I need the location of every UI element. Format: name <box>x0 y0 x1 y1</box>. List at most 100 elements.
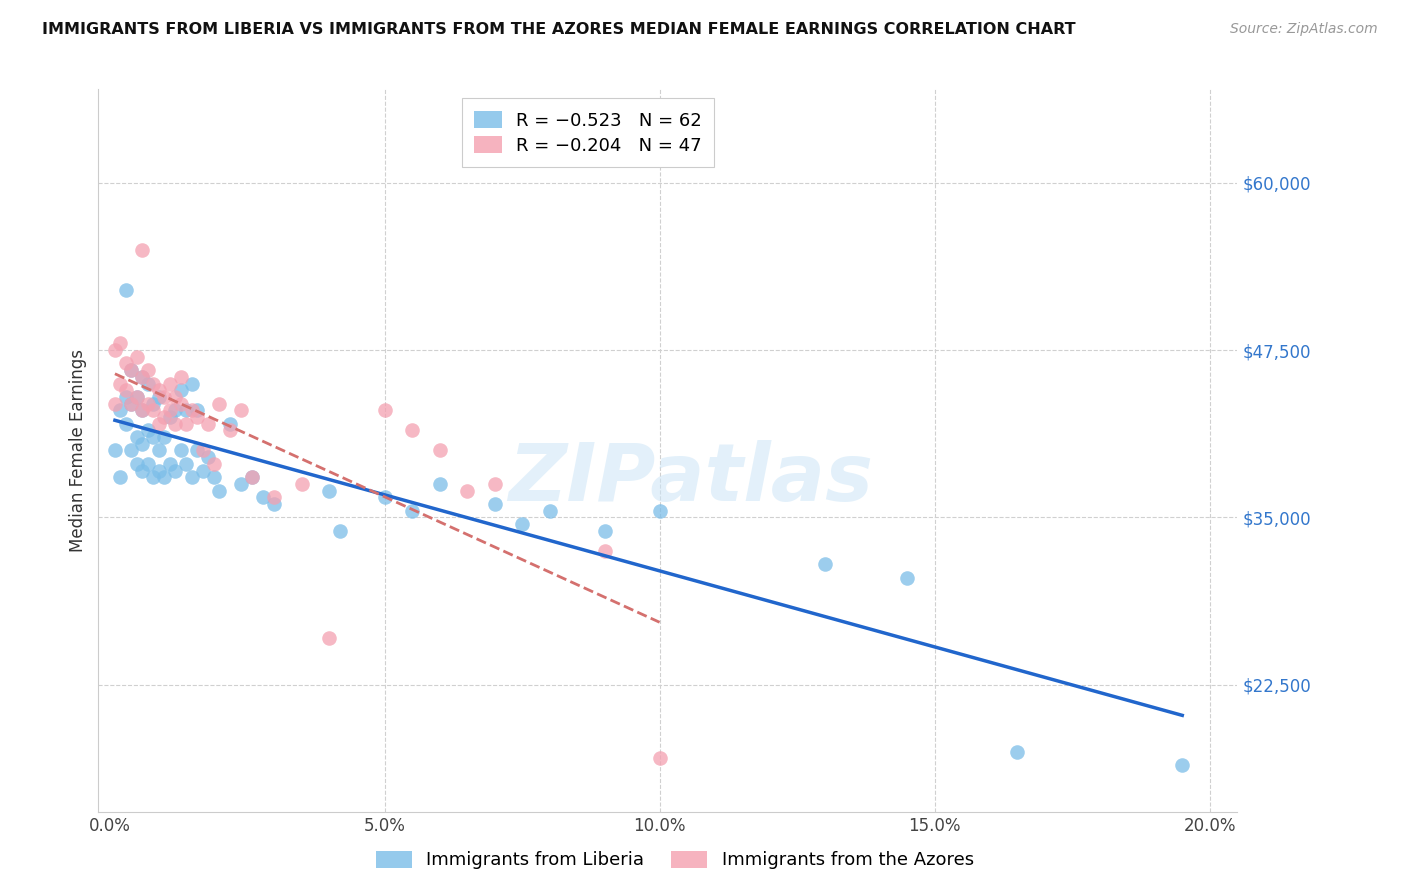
Point <box>593 524 616 538</box>
Point <box>110 376 132 391</box>
Point <box>291 476 314 491</box>
Point <box>593 544 616 558</box>
Point <box>153 410 176 425</box>
Point <box>197 450 219 464</box>
Point <box>1005 744 1028 758</box>
Point <box>142 403 165 417</box>
Point <box>136 424 159 438</box>
Point <box>104 396 127 410</box>
Point <box>429 476 451 491</box>
Point <box>429 443 451 458</box>
Point <box>170 384 193 398</box>
Point <box>202 457 225 471</box>
Point <box>125 350 148 364</box>
Point <box>510 516 533 531</box>
Text: IMMIGRANTS FROM LIBERIA VS IMMIGRANTS FROM THE AZORES MEDIAN FEMALE EARNINGS COR: IMMIGRANTS FROM LIBERIA VS IMMIGRANTS FR… <box>42 22 1076 37</box>
Point <box>120 396 142 410</box>
Point <box>148 443 170 458</box>
Point <box>242 470 264 484</box>
Point <box>401 503 423 517</box>
Point <box>165 417 187 431</box>
Point <box>131 464 153 478</box>
Point <box>648 751 671 765</box>
Point <box>131 369 153 384</box>
Point <box>814 557 837 572</box>
Point <box>136 376 159 391</box>
Point <box>896 571 918 585</box>
Point <box>148 464 170 478</box>
Point <box>186 410 208 425</box>
Point <box>115 384 138 398</box>
Point <box>197 417 219 431</box>
Point <box>181 403 204 417</box>
Point <box>131 243 153 257</box>
Point <box>263 490 285 504</box>
Point <box>110 470 132 484</box>
Point <box>181 470 204 484</box>
Point <box>115 283 138 297</box>
Point <box>170 396 193 410</box>
Point <box>176 417 198 431</box>
Point <box>242 470 264 484</box>
Point <box>538 503 561 517</box>
Point <box>131 436 153 450</box>
Point <box>165 403 187 417</box>
Point <box>148 384 170 398</box>
Point <box>456 483 478 498</box>
Point <box>318 483 340 498</box>
Text: Source: ZipAtlas.com: Source: ZipAtlas.com <box>1230 22 1378 37</box>
Point <box>484 497 506 511</box>
Point <box>176 403 198 417</box>
Point <box>170 369 193 384</box>
Point <box>104 443 127 458</box>
Point <box>142 376 165 391</box>
Point <box>648 503 671 517</box>
Point <box>159 410 181 425</box>
Point <box>136 363 159 377</box>
Point <box>131 369 153 384</box>
Point <box>202 470 225 484</box>
Point <box>219 417 242 431</box>
Point <box>191 464 214 478</box>
Point <box>125 390 148 404</box>
Point <box>120 443 142 458</box>
Point <box>110 336 132 351</box>
Point <box>191 443 214 458</box>
Point <box>484 476 506 491</box>
Point <box>208 483 231 498</box>
Point <box>165 464 187 478</box>
Point <box>115 417 138 431</box>
Point <box>142 430 165 444</box>
Point <box>125 430 148 444</box>
Point <box>136 396 159 410</box>
Point <box>153 390 176 404</box>
Point <box>1171 758 1194 772</box>
Point <box>136 457 159 471</box>
Point <box>373 403 395 417</box>
Point <box>231 476 253 491</box>
Point <box>110 403 132 417</box>
Point <box>373 490 395 504</box>
Y-axis label: Median Female Earnings: Median Female Earnings <box>69 349 87 552</box>
Point <box>159 457 181 471</box>
Point <box>131 403 153 417</box>
Point <box>186 403 208 417</box>
Point <box>231 403 253 417</box>
Point <box>120 363 142 377</box>
Point <box>165 390 187 404</box>
Point <box>208 396 231 410</box>
Point <box>104 343 127 358</box>
Point <box>318 631 340 645</box>
Legend: Immigrants from Liberia, Immigrants from the Azores: Immigrants from Liberia, Immigrants from… <box>367 842 983 879</box>
Point <box>142 396 165 410</box>
Point <box>170 443 193 458</box>
Point <box>125 390 148 404</box>
Point <box>176 457 198 471</box>
Point <box>153 470 176 484</box>
Text: ZIPatlas: ZIPatlas <box>508 441 873 518</box>
Point <box>148 390 170 404</box>
Point <box>186 443 208 458</box>
Point <box>115 390 138 404</box>
Point <box>181 376 204 391</box>
Legend: R = −0.523   N = 62, R = −0.204   N = 47: R = −0.523 N = 62, R = −0.204 N = 47 <box>461 98 714 168</box>
